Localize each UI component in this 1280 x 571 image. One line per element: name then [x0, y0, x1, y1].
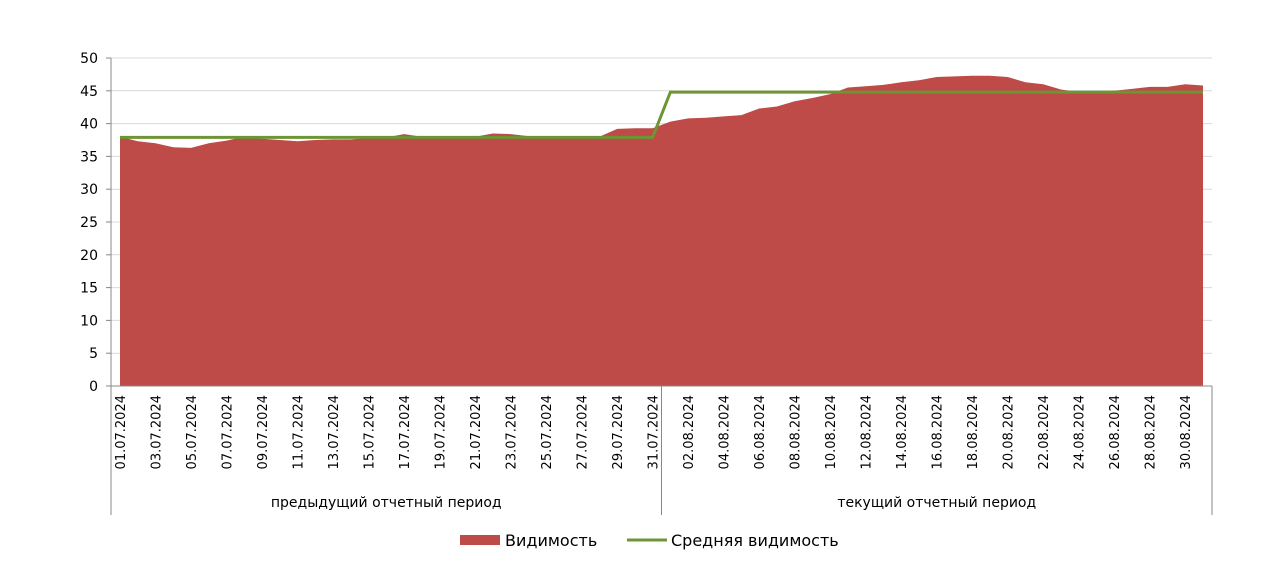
x-tick-label: 23.07.2024 — [505, 395, 520, 469]
x-tick-label: 09.07.2024 — [256, 395, 271, 469]
x-tick-label: 16.08.2024 — [931, 395, 946, 469]
x-tick-label: 05.07.2024 — [185, 395, 200, 469]
x-tick-label: 19.07.2024 — [434, 395, 449, 469]
y-tick-label: 10 — [80, 313, 98, 329]
x-tick-label: 27.07.2024 — [576, 395, 591, 469]
x-tick-label: 26.08.2024 — [1108, 395, 1123, 469]
line-series-average — [120, 90, 1203, 139]
x-tick-label: 28.08.2024 — [1144, 395, 1159, 469]
y-tick-label: 15 — [80, 281, 98, 297]
y-tick-label: 20 — [80, 248, 98, 264]
area-series-visibility — [120, 75, 1203, 386]
x-tick-label: 13.07.2024 — [327, 395, 342, 469]
y-tick-label: 50 — [80, 51, 98, 67]
legend-label-visibility: Видимость — [505, 531, 597, 550]
group-label: предыдущий отчетный период — [271, 495, 502, 511]
x-tick-label: 06.08.2024 — [753, 395, 768, 469]
y-tick-label: 0 — [89, 379, 98, 395]
y-tick-label: 5 — [89, 346, 98, 362]
x-tick-label: 11.07.2024 — [292, 395, 307, 469]
x-tick-label: 03.07.2024 — [150, 395, 165, 469]
y-tick-label: 25 — [80, 215, 98, 231]
x-tick-label: 10.08.2024 — [824, 395, 839, 469]
legend-label-average: Средняя видимость — [671, 531, 839, 550]
x-tick-label: 08.08.2024 — [789, 395, 804, 469]
legend-swatch-visibility — [460, 535, 500, 545]
x-tick-label: 22.08.2024 — [1037, 395, 1052, 469]
x-tick-label: 02.08.2024 — [682, 395, 697, 469]
x-tick-label: 21.07.2024 — [469, 395, 484, 469]
x-tick-label: 18.08.2024 — [966, 395, 981, 469]
x-tick-label: 25.07.2024 — [540, 395, 555, 469]
x-tick-label: 24.08.2024 — [1073, 395, 1088, 469]
x-tick-label: 29.07.2024 — [611, 395, 626, 469]
y-tick-label: 45 — [80, 84, 98, 100]
group-label: текущий отчетный период — [837, 495, 1036, 511]
y-tick-label: 35 — [80, 149, 98, 165]
x-tick-label: 20.08.2024 — [1002, 395, 1017, 469]
y-tick-label: 30 — [80, 182, 98, 198]
x-tick-label: 07.07.2024 — [221, 395, 236, 469]
x-tick-label: 14.08.2024 — [895, 395, 910, 469]
x-tick-label: 31.07.2024 — [647, 395, 662, 469]
x-tick-label: 01.07.2024 — [114, 395, 129, 469]
x-tick-label: 12.08.2024 — [860, 395, 875, 469]
y-tick-label: 40 — [80, 117, 98, 133]
x-tick-label: 04.08.2024 — [718, 395, 733, 469]
x-tick-label: 15.07.2024 — [363, 395, 378, 469]
x-tick-label: 30.08.2024 — [1179, 395, 1194, 469]
x-tick-label: 17.07.2024 — [398, 395, 413, 469]
